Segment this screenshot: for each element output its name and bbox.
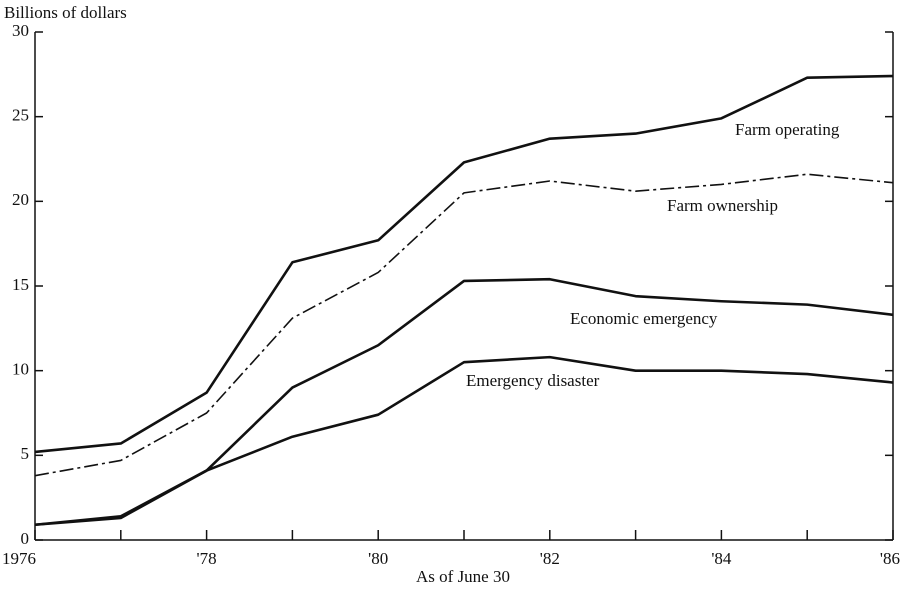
- y-axis-label: Billions of dollars: [4, 3, 127, 22]
- series-label: Emergency disaster: [466, 371, 600, 390]
- series-line: [34, 74, 894, 454]
- x-tick-label: '86: [880, 549, 900, 568]
- x-axis-label: As of June 30: [416, 567, 510, 586]
- series-line: [34, 355, 894, 527]
- series-label: Economic emergency: [570, 309, 718, 328]
- y-tick-label: 30: [12, 21, 29, 40]
- x-tick-label: '80: [368, 549, 388, 568]
- y-tick-label: 10: [12, 360, 29, 379]
- y-tick-label: 5: [21, 444, 30, 463]
- series-label: Farm operating: [735, 120, 840, 139]
- series-line: [34, 277, 894, 527]
- x-tick-label: '78: [197, 549, 217, 568]
- x-tick-label: 1976: [2, 549, 36, 568]
- y-tick-label: 0: [21, 529, 30, 548]
- x-tick-label: '82: [540, 549, 560, 568]
- y-tick-label: 20: [12, 190, 29, 209]
- y-tick-label: 25: [12, 106, 29, 125]
- series-label: Farm ownership: [667, 196, 778, 215]
- series-line: [34, 173, 894, 477]
- x-tick-label: '84: [711, 549, 732, 568]
- y-tick-label: 15: [12, 275, 29, 294]
